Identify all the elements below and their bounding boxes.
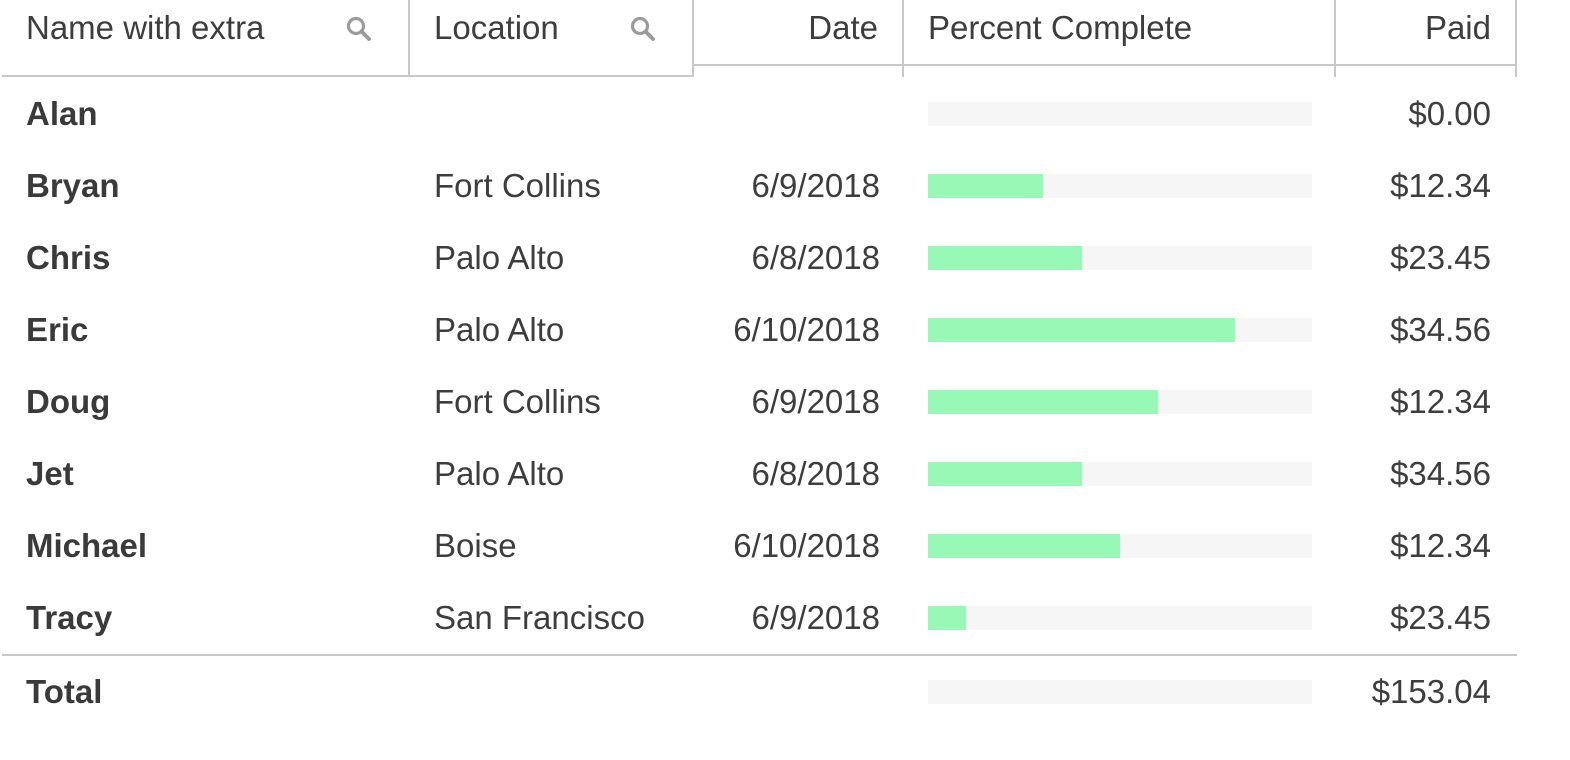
search-icon[interactable]	[344, 14, 374, 44]
column-header-name-label: Name with extra	[26, 9, 265, 46]
column-header-location[interactable]: Location	[410, 0, 694, 77]
row-date: 6/8/2018	[751, 455, 880, 492]
column-header-paid[interactable]: Paid	[1336, 0, 1517, 66]
row-paid: $34.56	[1390, 455, 1491, 492]
progress-bar-fill	[928, 606, 967, 630]
column-divider	[1515, 66, 1517, 77]
progress-bar	[928, 680, 1312, 704]
row-name: Chris	[26, 239, 111, 276]
table-row[interactable]: Bryan Fort Collins 6/9/2018 $12.34	[2, 150, 1517, 222]
progress-bar	[928, 174, 1312, 198]
column-header-date[interactable]: Date	[694, 0, 904, 66]
row-location: Boise	[434, 527, 517, 564]
footer-divider	[2, 654, 1517, 656]
row-location: Palo Alto	[434, 455, 565, 492]
progress-bar-fill	[928, 390, 1159, 414]
row-paid: $12.34	[1390, 527, 1491, 564]
row-date: 6/9/2018	[751, 383, 880, 420]
row-name: Doug	[26, 383, 111, 420]
column-header-percent-complete[interactable]: Percent Complete	[904, 0, 1336, 66]
row-date: 6/10/2018	[733, 527, 880, 564]
row-name: Michael	[26, 527, 148, 564]
progress-bar	[928, 318, 1312, 342]
column-header-percent-complete-label: Percent Complete	[928, 9, 1193, 46]
progress-bar-fill	[928, 462, 1082, 486]
row-name: Jet	[26, 455, 74, 492]
footer-total-label: Total	[26, 673, 103, 710]
row-location: Palo Alto	[434, 311, 565, 348]
row-location: San Francisco	[434, 599, 645, 636]
table-row[interactable]: Chris Palo Alto 6/8/2018 $23.45	[2, 222, 1517, 294]
row-name: Bryan	[26, 167, 120, 204]
table-row[interactable]: Eric Palo Alto 6/10/2018 $34.56	[2, 294, 1517, 366]
row-date: 6/9/2018	[751, 599, 880, 636]
row-date: 6/8/2018	[751, 239, 880, 276]
table-footer: Total $153.04	[2, 656, 1517, 728]
column-header-paid-label: Paid	[1424, 9, 1491, 46]
progress-bar	[928, 246, 1312, 270]
row-name: Eric	[26, 311, 89, 348]
row-paid: $23.45	[1390, 239, 1491, 276]
progress-bar	[928, 102, 1312, 126]
search-icon[interactable]	[628, 14, 658, 44]
column-divider	[1334, 66, 1336, 77]
column-header-name[interactable]: Name with extra	[2, 0, 410, 77]
footer-total-paid: $153.04	[1371, 673, 1491, 710]
row-paid: $12.34	[1390, 167, 1491, 204]
progress-bar	[928, 606, 1312, 630]
row-paid: $12.34	[1390, 383, 1491, 420]
progress-bar	[928, 534, 1312, 558]
progress-bar-fill	[928, 318, 1236, 342]
table-header: Name with extra Location Date Percent Co…	[2, 0, 1517, 78]
row-date: 6/10/2018	[733, 311, 880, 348]
row-name: Alan	[26, 95, 98, 132]
progress-bar	[928, 462, 1312, 486]
row-paid: $34.56	[1390, 311, 1491, 348]
row-paid: $0.00	[1408, 95, 1491, 132]
table-body: Alan $0.00 Bryan Fort Collins 6/9/2018 $…	[2, 78, 1517, 654]
progress-bar-fill	[928, 246, 1082, 270]
column-header-date-label: Date	[808, 9, 878, 46]
progress-bar-fill	[928, 174, 1044, 198]
row-name: Tracy	[26, 599, 113, 636]
progress-bar-fill	[928, 534, 1120, 558]
table-row[interactable]: Doug Fort Collins 6/9/2018 $12.34	[2, 366, 1517, 438]
column-divider	[902, 66, 904, 77]
table-row[interactable]: Michael Boise 6/10/2018 $12.34	[2, 510, 1517, 582]
table-row[interactable]: Tracy San Francisco 6/9/2018 $23.45	[2, 582, 1517, 654]
row-paid: $23.45	[1390, 599, 1491, 636]
row-location: Fort Collins	[434, 383, 601, 420]
row-location: Fort Collins	[434, 167, 601, 204]
data-table: Name with extra Location Date Percent Co…	[2, 0, 1517, 710]
row-location: Palo Alto	[434, 239, 565, 276]
row-date: 6/9/2018	[751, 167, 880, 204]
column-header-location-label: Location	[434, 9, 559, 46]
progress-bar	[928, 390, 1312, 414]
table-row[interactable]: Jet Palo Alto 6/8/2018 $34.56	[2, 438, 1517, 510]
table-row[interactable]: Alan $0.00	[2, 78, 1517, 150]
